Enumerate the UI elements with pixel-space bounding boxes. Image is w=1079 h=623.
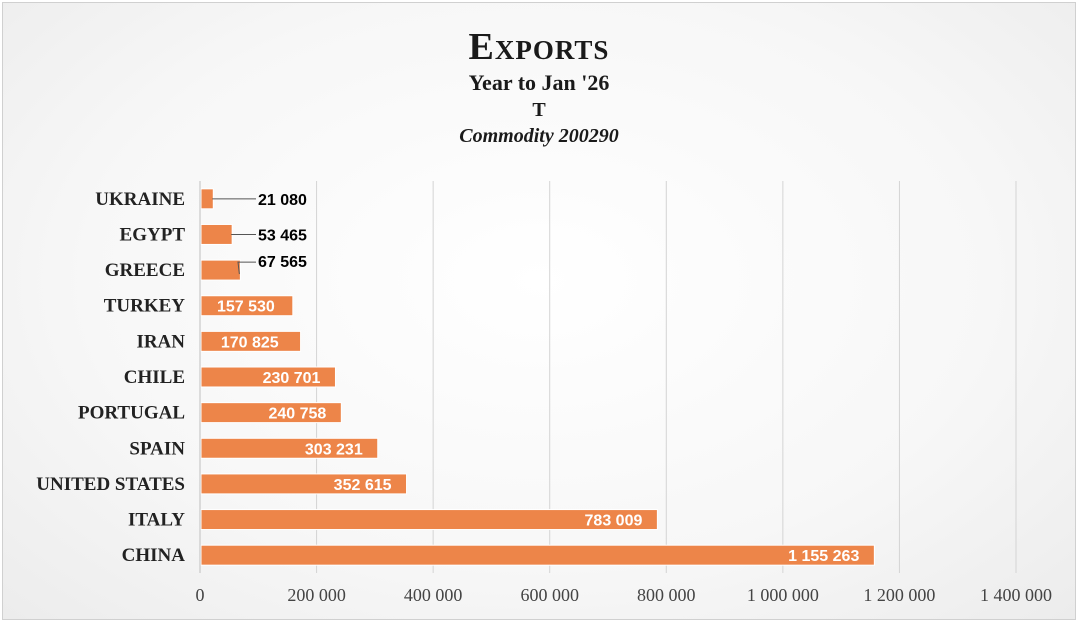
bar	[201, 189, 213, 209]
x-tick-label: 0	[196, 585, 205, 605]
bar	[201, 224, 232, 244]
data-label: 67 565	[258, 254, 307, 271]
data-label: 240 758	[268, 406, 326, 423]
data-label: 303 231	[305, 441, 363, 458]
category-label: TURKEY	[104, 296, 186, 317]
x-tick-label: 1 000 000	[747, 585, 819, 605]
data-label: 170 825	[221, 334, 279, 351]
category-label: EGYPT	[120, 224, 186, 245]
bar	[201, 545, 874, 565]
category-label: UKRAINE	[95, 189, 185, 210]
x-tick-label: 600 000	[520, 585, 579, 605]
category-label: UNITED STATES	[36, 474, 185, 495]
category-label: ITALY	[128, 510, 185, 531]
data-label: 352 615	[334, 477, 392, 494]
x-tick-label: 1 200 000	[863, 585, 935, 605]
bar	[201, 260, 240, 280]
x-tick-label: 200 000	[287, 585, 346, 605]
category-label: IRAN	[136, 331, 185, 352]
data-label: 1 155 263	[788, 548, 859, 565]
category-label: CHINA	[122, 545, 186, 566]
x-tick-label: 400 000	[404, 585, 463, 605]
category-label: GREECE	[105, 260, 185, 281]
data-label: 53 465	[258, 227, 307, 244]
data-label: 783 009	[585, 513, 643, 530]
data-label: 21 080	[258, 192, 307, 209]
x-tick-label: 800 000	[637, 585, 696, 605]
bar-chart-plot: 0 200 000 400 000 600 000 800 000 1 000 000 1 …	[3, 3, 1075, 619]
category-label: SPAIN	[129, 438, 185, 459]
category-label: CHILE	[124, 367, 185, 388]
data-label: 230 701	[263, 370, 321, 387]
category-label: PORTUGAL	[78, 403, 185, 424]
data-label: 157 530	[217, 299, 275, 316]
x-tick-label: 1 400 000	[980, 585, 1052, 605]
